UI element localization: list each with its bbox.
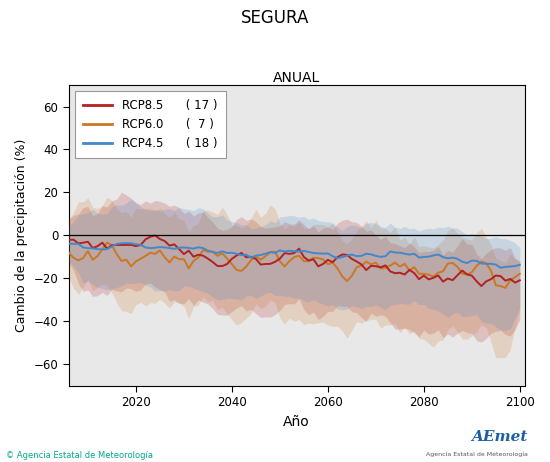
Legend: RCP8.5      ( 17 ), RCP6.0      (  7 ), RCP4.5      ( 18 ): RCP8.5 ( 17 ), RCP6.0 ( 7 ), RCP4.5 ( 18… xyxy=(75,91,226,158)
Text: Agencia Estatal de Meteorología: Agencia Estatal de Meteorología xyxy=(426,452,528,457)
Text: © Agencia Estatal de Meteorología: © Agencia Estatal de Meteorología xyxy=(6,451,152,460)
Text: SEGURA: SEGURA xyxy=(241,9,309,27)
Y-axis label: Cambio de la precipitación (%): Cambio de la precipitación (%) xyxy=(15,139,28,332)
Text: AEmet: AEmet xyxy=(472,430,528,444)
Title: ANUAL: ANUAL xyxy=(273,71,320,85)
X-axis label: Año: Año xyxy=(283,414,310,429)
